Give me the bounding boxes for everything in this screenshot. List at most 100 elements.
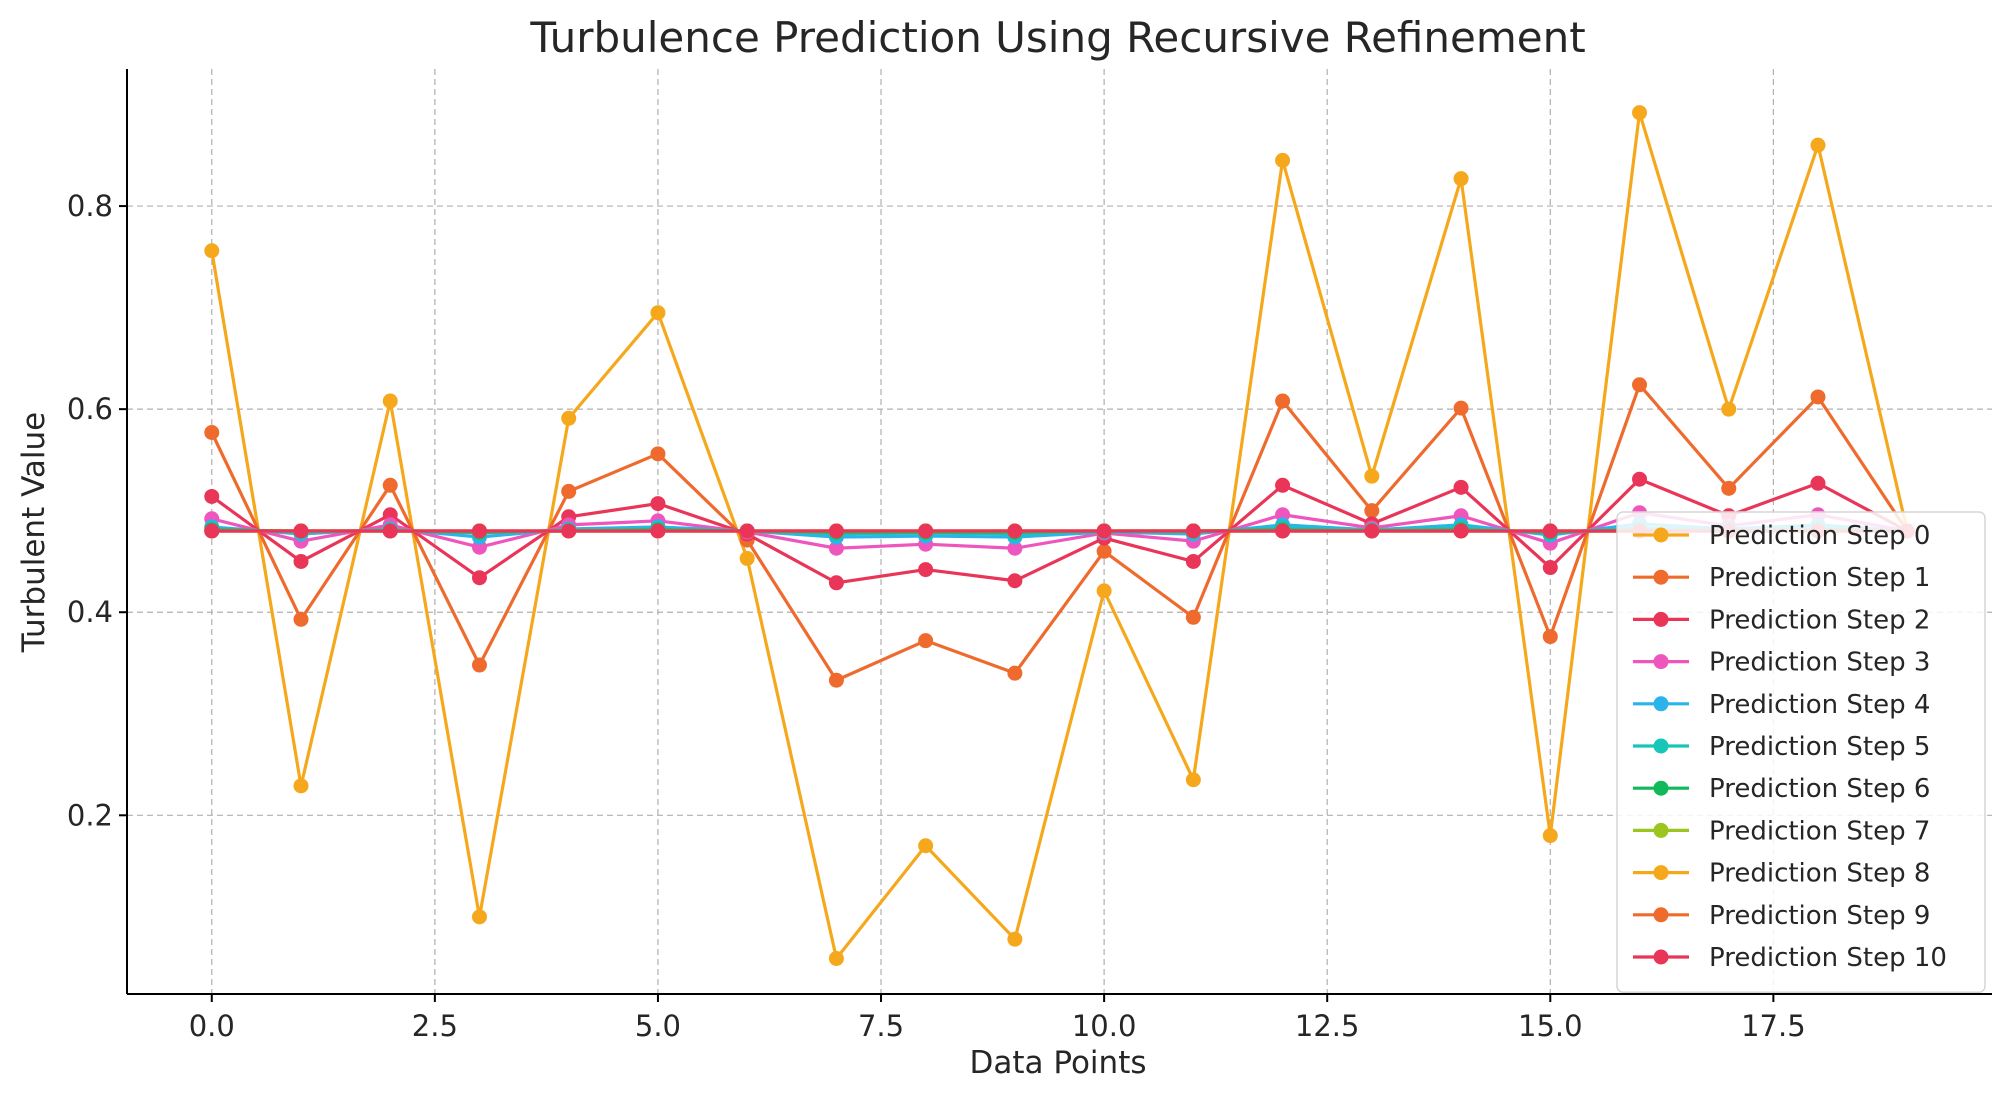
data-point <box>650 523 666 539</box>
data-point <box>204 523 220 539</box>
x-axis-label: Data Points <box>970 1045 1147 1081</box>
data-point <box>1364 468 1380 484</box>
data-point <box>918 633 934 649</box>
legend-marker <box>1653 569 1669 585</box>
data-point <box>1185 523 1201 539</box>
legend-marker <box>1653 907 1669 923</box>
data-point <box>382 393 398 409</box>
data-point <box>1632 105 1648 121</box>
data-point <box>1542 523 1558 539</box>
data-point <box>1185 553 1201 569</box>
legend-marker <box>1653 611 1669 627</box>
data-point <box>1185 772 1201 788</box>
data-point <box>828 540 844 556</box>
legend-marker <box>1653 822 1669 838</box>
legend-label: Prediction Step 4 <box>1709 690 1930 720</box>
legend-label: Prediction Step 1 <box>1709 563 1930 593</box>
y-axis-label: Turbulent Value <box>16 412 52 653</box>
data-point <box>828 950 844 966</box>
series-line <box>210 111 1909 961</box>
data-point <box>382 477 398 493</box>
series-line <box>210 477 1908 585</box>
data-point <box>1275 523 1291 539</box>
data-point <box>1007 573 1023 589</box>
data-point <box>1632 377 1648 393</box>
legend-item: Prediction Step 1 <box>1633 563 1930 593</box>
data-point <box>204 243 220 259</box>
data-point <box>293 611 309 627</box>
data-point <box>1275 393 1291 409</box>
data-point <box>293 523 309 539</box>
legend: Prediction Step 0 Prediction Step 1 Predic… <box>1616 511 1986 993</box>
data-point <box>561 523 577 539</box>
legend-marker <box>1653 696 1669 712</box>
data-point <box>918 562 934 578</box>
data-point <box>204 488 220 504</box>
legend-marker <box>1653 949 1669 965</box>
data-point <box>1096 523 1112 539</box>
data-point <box>650 305 666 321</box>
data-point <box>1542 828 1558 844</box>
data-point <box>561 410 577 426</box>
data-point <box>204 425 220 441</box>
data-point <box>1185 609 1201 625</box>
data-point <box>1007 931 1023 947</box>
data-point <box>650 496 666 512</box>
series-0 <box>204 105 1915 966</box>
legend-label: Prediction Step 6 <box>1709 774 1930 804</box>
data-point <box>1275 152 1291 168</box>
data-point <box>1810 475 1826 491</box>
legend-item: Prediction Step 9 <box>1633 901 1930 931</box>
data-point <box>471 523 487 539</box>
legend-box <box>1616 511 1986 993</box>
data-point <box>1007 665 1023 681</box>
x-tick-label: 7.5 <box>858 1009 904 1043</box>
chart-title: Turbulence Prediction Using Recursive Re… <box>529 13 1585 62</box>
data-point <box>1632 471 1648 487</box>
x-tick-label: 17.5 <box>1741 1009 1806 1043</box>
data-point <box>828 672 844 688</box>
x-tick-label: 15.0 <box>1518 1009 1583 1043</box>
axes-layer: 0.0 2.5 5.0 7.5 10.0 12.5 15.0 17.5 0.2 0.4 0.6 0.8 <box>67 69 1992 1043</box>
legend-label: Prediction Step 5 <box>1709 732 1930 762</box>
data-point <box>828 523 844 539</box>
data-point <box>471 570 487 586</box>
data-point <box>293 778 309 794</box>
y-tick-label: 0.6 <box>67 392 113 426</box>
legend-marker <box>1653 780 1669 796</box>
legend-item: Prediction Step 4 <box>1633 690 1930 720</box>
x-tick-label: 2.5 <box>412 1009 458 1043</box>
data-point <box>1096 543 1112 559</box>
data-point <box>1453 523 1469 539</box>
data-point <box>1453 400 1469 416</box>
data-point <box>1453 171 1469 187</box>
x-tick-label: 0.0 <box>189 1009 235 1043</box>
legend-label: Prediction Step 10 <box>1709 943 1947 973</box>
legend-item: Prediction Step 6 <box>1633 774 1930 804</box>
data-point <box>739 550 755 566</box>
x-tick-label: 10.0 <box>1072 1009 1137 1043</box>
legend-item: Prediction Step 3 <box>1633 648 1930 678</box>
legend-label: Prediction Step 3 <box>1709 648 1930 678</box>
data-point <box>471 657 487 673</box>
data-point <box>1810 137 1826 153</box>
data-point <box>1810 389 1826 405</box>
data-point <box>1007 523 1023 539</box>
data-point <box>650 446 666 462</box>
y-tick-label: 0.8 <box>67 189 113 223</box>
legend-marker <box>1653 865 1669 881</box>
data-point <box>382 523 398 539</box>
data-point <box>918 523 934 539</box>
data-point <box>828 575 844 591</box>
data-point <box>1096 583 1112 599</box>
legend-marker <box>1653 654 1669 670</box>
data-point <box>1007 540 1023 556</box>
data-point <box>1453 479 1469 495</box>
data-point <box>1721 401 1737 417</box>
legend-item: Prediction Step 2 <box>1633 605 1930 635</box>
data-point <box>293 553 309 569</box>
data-point <box>739 523 755 539</box>
data-point <box>1275 477 1291 493</box>
legend-marker <box>1653 527 1669 543</box>
